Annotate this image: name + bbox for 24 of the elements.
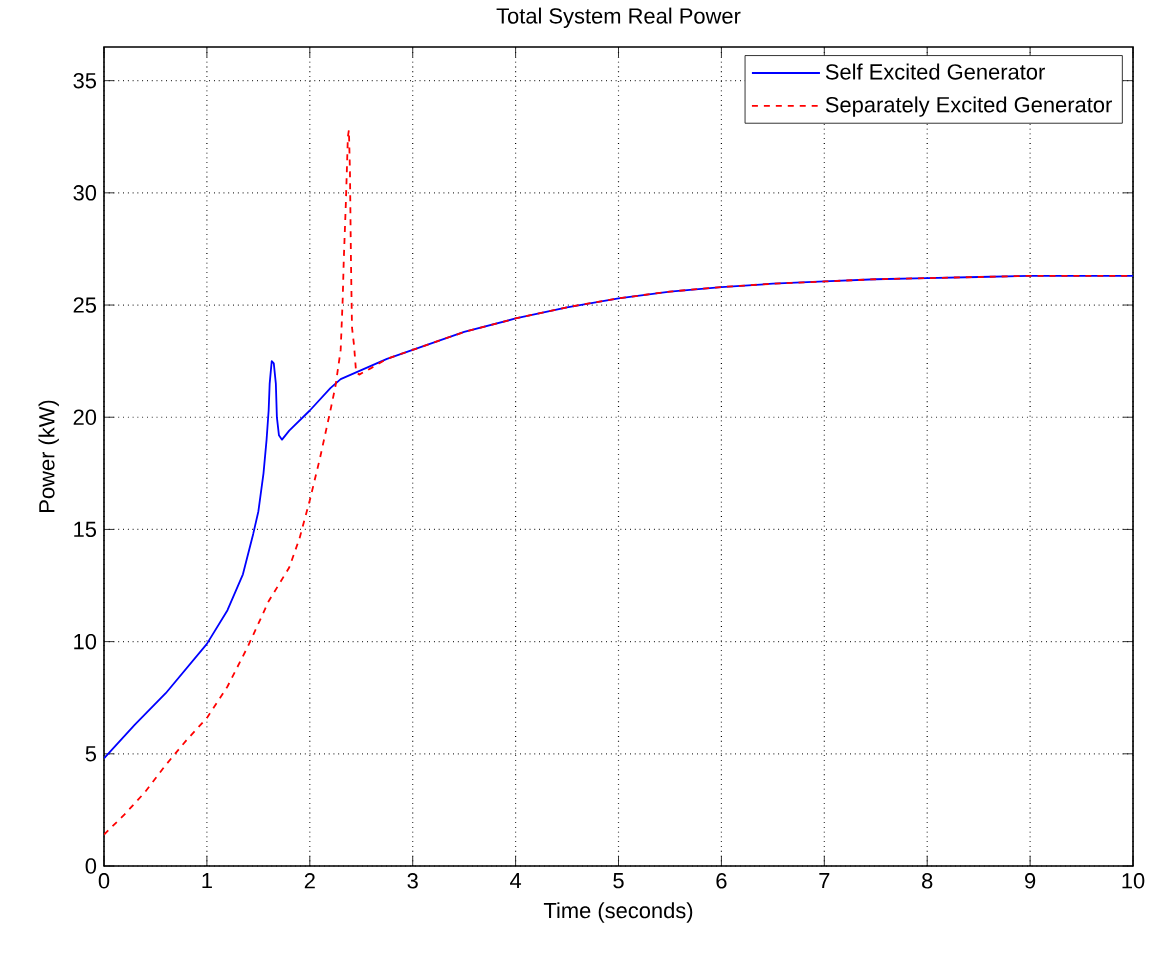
x-tick-label: 6 (716, 873, 727, 889)
y-tick-label: 0 (85, 858, 97, 874)
x-tick-label: 10 (1122, 873, 1145, 889)
x-tick-label: 3 (407, 873, 418, 889)
x-tick-label: 9 (1025, 873, 1036, 889)
y-tick-label: 10 (74, 633, 97, 650)
x-axis-title: Time (seconds) (543, 902, 693, 923)
y-tick-label: 5 (85, 746, 97, 762)
x-tick-label: 1 (202, 873, 212, 889)
y-tick-label: 35 (73, 72, 97, 89)
x-tick-label: 2 (304, 873, 315, 889)
legend-label: Separately Excited Generator (825, 96, 1112, 117)
x-tick-label: 4 (510, 873, 522, 889)
y-tick-label: 20 (73, 409, 97, 425)
chart-title: Total System Real Power (496, 7, 741, 28)
x-tick-label: 8 (922, 873, 933, 889)
legend-label: Self Excited Generator (825, 63, 1045, 80)
y-tick-label: 25 (73, 297, 97, 313)
y-tick-label: 30 (73, 185, 97, 201)
x-tick-label: 5 (613, 873, 624, 889)
y-tick-label: 15 (74, 521, 97, 538)
x-tick-label: 0 (98, 873, 110, 889)
y-axis-title: Power (kW) (38, 400, 59, 512)
x-tick-label: 7 (819, 873, 830, 889)
